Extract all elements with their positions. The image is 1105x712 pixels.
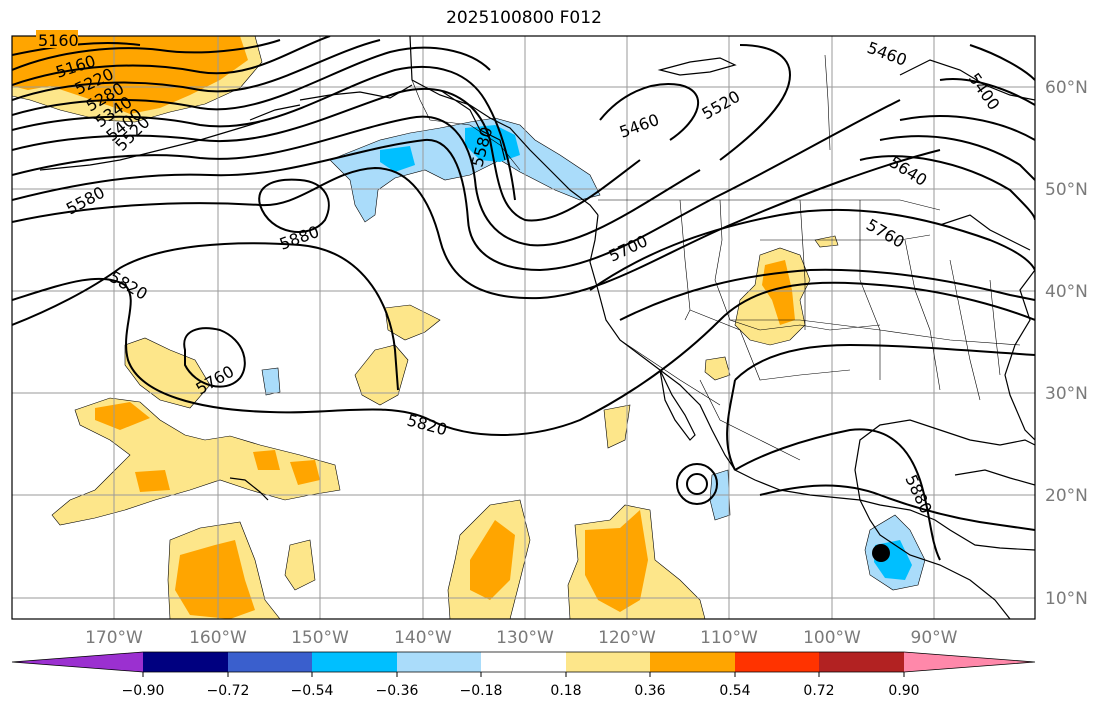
colorbar-arrow-left: [12, 652, 143, 672]
map-frame: [11, 35, 1036, 620]
latitude-labels: 60°N 50°N 40°N 30°N 20°N 10°N: [1045, 78, 1088, 609]
colorbar-segment: [819, 652, 904, 672]
lon-label: 160°W: [189, 628, 247, 648]
lat-label: 20°N: [1045, 486, 1088, 506]
map-title: 2025100800 F012: [446, 8, 602, 28]
lon-label: 150°W: [291, 628, 349, 648]
colorbar-segment: [228, 652, 312, 672]
colorbar-segment: [397, 652, 481, 672]
lat-label: 30°N: [1045, 384, 1088, 404]
political-boundaries: [411, 54, 1021, 461]
colorbar-tick-label: 0.18: [550, 683, 581, 699]
colorbar-segment: [735, 652, 819, 672]
colorbar-arrow-right: [904, 652, 1035, 672]
colorbar-segment: [650, 652, 735, 672]
height-contours: [12, 36, 1035, 561]
lon-label: 120°W: [598, 628, 656, 648]
lon-label: 140°W: [394, 628, 452, 648]
lon-label: 90°W: [911, 628, 958, 648]
contour-label: 5160: [38, 31, 79, 50]
anomaly-shading: [12, 36, 926, 619]
colorbar-tick-label: −0.72: [207, 683, 250, 699]
colorbar-tick-label: 0.90: [888, 683, 919, 699]
storm-center-marker: [872, 544, 890, 562]
lat-lon-grid: [12, 36, 1035, 619]
colorbar: −0.90 −0.72 −0.54 −0.36 −0.18 0.18 0.36 …: [11, 651, 1036, 699]
colorbar-segment: [143, 652, 228, 672]
colorbar-segment: [566, 652, 650, 672]
longitude-labels: 170°W 160°W 150°W 140°W 130°W 120°W 110°…: [85, 628, 958, 648]
lon-label: 100°W: [803, 628, 861, 648]
lat-label: 50°N: [1045, 180, 1088, 200]
lat-label: 60°N: [1045, 78, 1088, 98]
lon-label: 130°W: [496, 628, 554, 648]
lon-label: 110°W: [700, 628, 758, 648]
colorbar-tick-label: −0.90: [122, 683, 165, 699]
lat-label: 10°N: [1045, 589, 1088, 609]
colorbar-tick-label: −0.18: [460, 683, 503, 699]
colorbar-segment: [481, 652, 566, 672]
colorbar-tick-label: 0.36: [634, 683, 665, 699]
colorbar-segment: [312, 652, 397, 672]
colorbar-tick-label: 0.54: [719, 683, 750, 699]
colorbar-tick-label: −0.36: [376, 683, 419, 699]
colorbar-tick-label: −0.54: [291, 683, 334, 699]
colorbar-tick-label: 0.72: [803, 683, 834, 699]
lat-label: 40°N: [1045, 282, 1088, 302]
lon-label: 170°W: [85, 628, 143, 648]
